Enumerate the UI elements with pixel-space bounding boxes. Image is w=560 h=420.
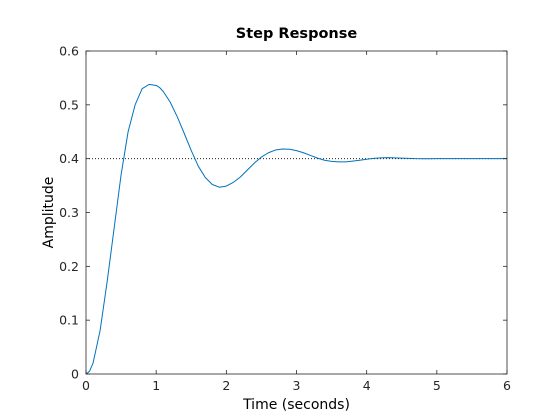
series-line-1 xyxy=(85,83,507,375)
x-tick-label: 0 xyxy=(82,378,90,393)
plot-area xyxy=(86,51,507,374)
x-tick-label: 1 xyxy=(152,378,160,393)
y-tick-label: 0.1 xyxy=(59,313,79,328)
tick-labels-layer: 0 1 2 3 4 5 6 0 0.1 0.2 0.3 0.4 0.5 0.6 xyxy=(59,44,511,394)
x-tick-label: 6 xyxy=(503,378,511,393)
y-tick-label: 0.5 xyxy=(59,97,79,112)
x-tick-label: 3 xyxy=(293,378,301,393)
x-tick-label: 2 xyxy=(222,378,230,393)
x-tick-label: 4 xyxy=(363,378,371,393)
y-tick-label: 0.6 xyxy=(59,44,79,59)
y-tick-label: 0.4 xyxy=(59,151,79,166)
y-axis-title: Amplitude xyxy=(41,177,57,249)
x-axis-title: Time (seconds) xyxy=(242,397,350,413)
y-tick-label: 0.3 xyxy=(59,205,79,220)
y-tick-label: 0.2 xyxy=(59,259,79,274)
y-tick-label: 0 xyxy=(71,367,79,382)
chart-title: Step Response xyxy=(236,26,358,42)
x-tick-label: 5 xyxy=(433,378,441,393)
ticks-layer xyxy=(85,50,508,375)
series-layer xyxy=(85,83,507,375)
